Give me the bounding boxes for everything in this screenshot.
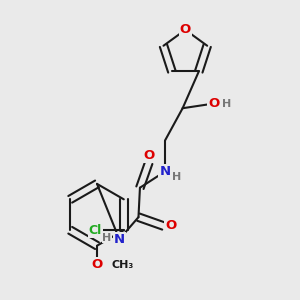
Text: O: O: [208, 97, 219, 110]
Text: Cl: Cl: [88, 224, 102, 237]
Text: H: H: [102, 233, 112, 243]
Text: O: O: [92, 258, 103, 271]
Text: N: N: [114, 233, 125, 246]
Text: CH₃: CH₃: [112, 260, 134, 270]
Text: H: H: [222, 99, 231, 109]
Text: O: O: [143, 149, 154, 162]
Text: O: O: [165, 220, 176, 232]
Text: N: N: [159, 165, 170, 178]
Text: H: H: [172, 172, 181, 182]
Text: O: O: [180, 23, 191, 36]
